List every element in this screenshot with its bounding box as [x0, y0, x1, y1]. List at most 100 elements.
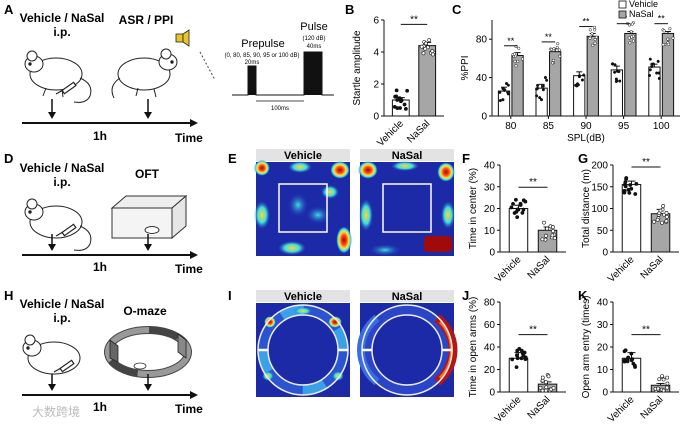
significance-label: **: [507, 36, 515, 46]
data-point: [588, 36, 592, 40]
data-point: [660, 374, 665, 379]
y-tick-label: 50: [597, 226, 609, 237]
data-point: [536, 83, 540, 87]
prepulse-title: Prepulse: [241, 38, 284, 50]
data-point: [622, 349, 627, 354]
data-point: [421, 51, 426, 56]
syringe-icon: [55, 223, 77, 237]
data-point: [394, 88, 399, 93]
data-point: [588, 28, 592, 32]
x-axis-label: SPL(dB): [567, 133, 605, 144]
data-point: [543, 75, 547, 80]
data-point: [539, 98, 544, 102]
y-tick-label: 2: [373, 80, 379, 91]
panel-d-treatment-title: Vehicle / NaSal: [20, 161, 105, 175]
data-point: [514, 365, 519, 370]
significance-label: **: [642, 325, 650, 336]
data-point: [582, 73, 586, 77]
bar: [586, 35, 599, 117]
x-tick-label: Vehicle: [493, 254, 524, 285]
omaze-nasal-title: NaSal: [392, 291, 423, 303]
data-point: [656, 386, 660, 391]
data-point: [594, 35, 599, 39]
panel-d-schematic: Vehicle / NaSal i.p. OFT 1h Time: [20, 161, 203, 276]
data-point: [430, 49, 435, 54]
data-point: [648, 57, 652, 61]
data-point: [544, 380, 548, 385]
data-point: [395, 98, 400, 102]
x-tick-label: 85: [543, 121, 555, 132]
prepulse-levels: (0, 80, 85, 90, 95 or 100 dB): [224, 53, 299, 59]
data-point: [520, 57, 524, 61]
data-point: [558, 54, 562, 58]
data-point: [631, 361, 636, 366]
significance-label: **: [410, 14, 418, 25]
data-point: [629, 30, 633, 34]
heatmap-title-bar: [360, 290, 454, 302]
heatmap-title-bar: [360, 149, 454, 161]
x-tick-label: NaSal: [405, 118, 432, 145]
panel-letter-e: E: [228, 151, 237, 166]
data-point: [535, 94, 539, 98]
panel-letter-d: D: [4, 151, 13, 166]
y-axis-label: Time in center (%): [468, 168, 479, 249]
data-point: [662, 29, 666, 33]
mouse-icon: [22, 334, 81, 375]
y-tick-label: 20: [597, 343, 609, 354]
y-tick-label: 40: [484, 161, 496, 172]
data-point: [630, 22, 634, 26]
data-point: [590, 32, 594, 36]
bar: [508, 357, 529, 393]
data-point: [540, 388, 545, 393]
panel-letter-h: H: [4, 288, 13, 303]
data-point: [398, 96, 403, 101]
y-tick-label: 40: [484, 343, 496, 354]
x-tick-label: 95: [618, 121, 630, 132]
pulse-level: (120 dB): [302, 36, 325, 42]
data-point: [668, 27, 672, 31]
data-point: [517, 46, 521, 50]
data-point: [658, 208, 663, 213]
data-point: [628, 41, 632, 45]
significance-label: **: [658, 14, 666, 24]
y-tick-label: 40: [597, 298, 609, 309]
data-point: [629, 351, 634, 356]
significance-label: **: [545, 32, 553, 42]
timeline-arrowhead: [190, 251, 198, 259]
panel-letter-k: K: [578, 288, 588, 303]
data-point: [521, 198, 526, 203]
y-tick-label: 20: [484, 365, 496, 376]
data-point: [541, 88, 545, 92]
data-point: [520, 210, 525, 215]
y-tick-label: 0: [373, 112, 379, 123]
y-tick-label: 0: [489, 388, 495, 399]
pulse-bar: [304, 52, 322, 95]
x-tick-label: NaSal: [526, 394, 553, 421]
data-point: [504, 81, 509, 86]
zoom-line: [199, 51, 216, 81]
data-point: [615, 79, 619, 83]
panel-letter-a: A: [4, 2, 14, 17]
bar: [624, 32, 637, 117]
data-point: [513, 197, 518, 202]
data-point: [523, 357, 528, 361]
data-point: [541, 84, 545, 88]
data-point: [544, 233, 548, 238]
y-tick-label: 30: [597, 320, 609, 331]
data-point: [510, 357, 515, 362]
data-point: [617, 70, 621, 74]
panel-h-test-title: O-maze: [123, 304, 167, 318]
data-point: [671, 36, 675, 40]
y-tick-label: 10: [484, 226, 496, 237]
y-tick-label: 40: [476, 73, 488, 84]
x-tick-label: 100: [653, 121, 670, 132]
x-tick-label: NaSal: [526, 254, 553, 281]
data-point: [394, 94, 399, 99]
data-point: [592, 25, 597, 29]
data-point: [540, 378, 545, 383]
bar: [610, 69, 623, 117]
x-tick-label: Vehicle: [606, 254, 637, 285]
data-point: [427, 38, 432, 43]
timeline-arrowhead: [190, 391, 198, 399]
panel-h-schematic: Vehicle / NaSal i.p. O-maze 1h Time: [20, 297, 203, 416]
